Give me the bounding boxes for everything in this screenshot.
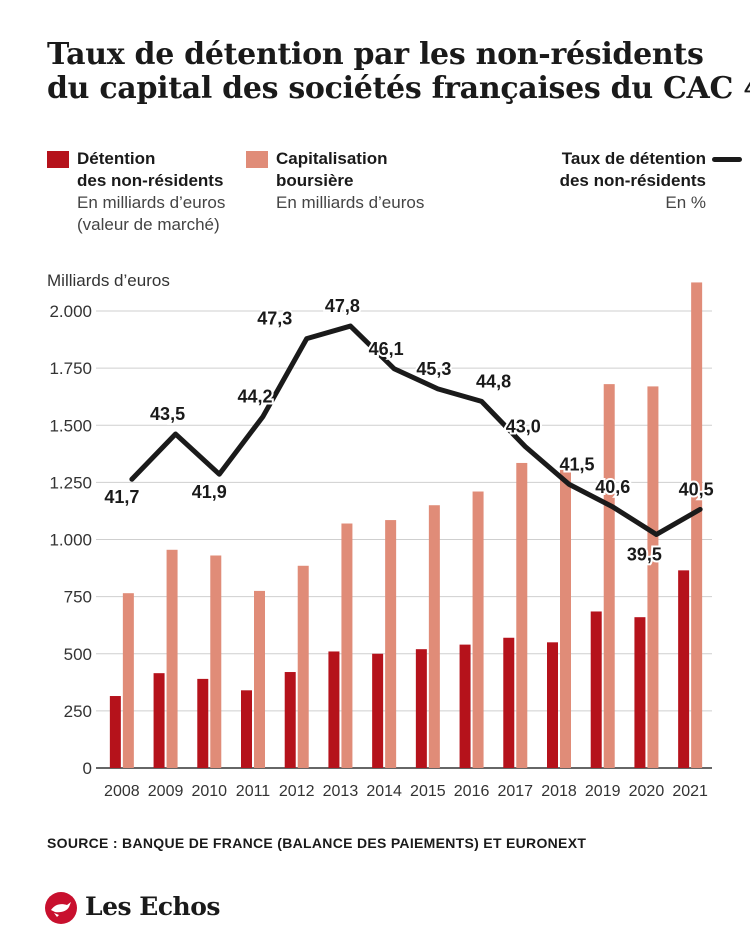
- taux-label: 39,5: [627, 544, 662, 564]
- taux-label: 41,9: [192, 482, 227, 502]
- y-tick-labels: 0 250 500 750 1.000 1.250 1.500 1.750 2.000: [49, 302, 92, 778]
- taux-label: 44,2: [237, 386, 272, 406]
- bar-capitalisation: [122, 593, 134, 768]
- x-tick-label: 2012: [279, 783, 315, 800]
- x-tick-label: 2015: [410, 783, 446, 800]
- bar-detention: [328, 651, 340, 768]
- taux-label: 45,3: [416, 359, 451, 379]
- x-tick-labels: 2008 2009 2010 2011 2012 2013 2014 2015 2016 2017…: [104, 783, 708, 800]
- taux-label: 40,6: [595, 477, 630, 497]
- y-tick-label: 250: [64, 702, 92, 721]
- bar-capitalisation: [385, 520, 397, 768]
- chart-title-line2: du capital des sociétés françaises du CA…: [47, 71, 750, 106]
- logo-icon: [45, 892, 77, 924]
- y-tick-label: 1.250: [49, 473, 92, 492]
- bar-capitalisation: [210, 555, 222, 768]
- x-tick-label: 2008: [104, 783, 140, 800]
- x-tick-label: 2021: [672, 783, 708, 800]
- bar-detention: [547, 642, 558, 768]
- logo-text: Les Echos: [85, 892, 220, 921]
- taux-labels: 41,7 43,5 41,9 44,2 47,3 47,8 46,1 45,3 44,8 43,0…: [102, 294, 715, 566]
- taux-label: 41,5: [559, 454, 594, 474]
- bar-capitalisation: [341, 523, 353, 768]
- bar-detention: [459, 644, 471, 768]
- taux-label: 46,1: [369, 339, 404, 359]
- legend-capitalisation-sub1: En milliards d’euros: [276, 193, 425, 212]
- x-tick-label: 2018: [541, 783, 577, 800]
- legend-detention-sub1: En milliards d’euros: [77, 193, 226, 212]
- bar-detention: [590, 611, 602, 768]
- bar-detention: [372, 653, 384, 768]
- bar-detention: [634, 617, 646, 768]
- x-tick-label: 2016: [454, 783, 490, 800]
- taux-label: 47,3: [257, 309, 292, 329]
- bars: [109, 282, 703, 768]
- source-note: SOURCE : BANQUE DE FRANCE (BALANCE DES P…: [47, 835, 587, 851]
- legend-taux: Taux de détention des non-résidents En %: [470, 148, 742, 214]
- taux-label: 44,8: [476, 371, 511, 391]
- x-tick-label: 2020: [629, 783, 665, 800]
- x-tick-label: 2009: [148, 783, 184, 800]
- bar-detention: [678, 570, 690, 768]
- x-tick-label: 2017: [497, 783, 533, 800]
- x-tick-label: 2011: [236, 783, 271, 800]
- bar-capitalisation: [560, 466, 571, 768]
- legend-capitalisation-label2: boursière: [276, 171, 354, 190]
- y-axis-label: Milliards d’euros: [47, 271, 170, 290]
- taux-polyline: [129, 323, 703, 537]
- taux-line: [129, 323, 703, 537]
- chart-title: Taux de détention par les non-résidents …: [47, 37, 750, 106]
- y-tick-label: 1.750: [49, 359, 92, 378]
- taux-label: 43,5: [150, 404, 185, 424]
- legend-detention-swatch: [47, 151, 69, 168]
- legend-detention-sub2: (valeur de marché): [77, 215, 220, 234]
- taux-label: 41,7: [104, 487, 139, 507]
- legend-detention: Détention des non-résidents En milliards…: [47, 148, 225, 236]
- bar-capitalisation: [166, 549, 178, 768]
- bar-capitalisation: [428, 505, 440, 768]
- bar-capitalisation: [516, 462, 528, 768]
- y-tick-label: 0: [83, 759, 92, 778]
- taux-label: 47,8: [325, 296, 360, 316]
- legend-taux-label2: des non-résidents: [559, 171, 706, 190]
- legend-capitalisation: Capitalisation boursière En milliards d’…: [246, 148, 424, 214]
- taux-label: 40,5: [679, 479, 714, 499]
- bar-capitalisation: [603, 384, 615, 768]
- legend-capitalisation-swatch: [246, 151, 268, 168]
- x-tick-label: 2019: [585, 783, 621, 800]
- y-tick-label: 1.500: [49, 416, 92, 435]
- y-tick-label: 750: [64, 588, 92, 607]
- chart-title-line1: Taux de détention par les non-résidents: [47, 37, 704, 72]
- legend-capitalisation-label1: Capitalisation: [276, 149, 388, 168]
- bar-capitalisation: [647, 386, 659, 768]
- bar-capitalisation: [472, 491, 484, 768]
- bar-detention: [241, 690, 252, 768]
- legend-detention-label1: Détention: [77, 149, 156, 168]
- bar-detention: [109, 696, 121, 768]
- bar-detention: [197, 678, 209, 768]
- taux-label: 43,0: [506, 417, 541, 437]
- x-tick-label: 2014: [366, 783, 402, 800]
- bar-detention: [415, 649, 427, 768]
- y-tick-label: 500: [64, 645, 92, 664]
- bar-capitalisation: [691, 282, 703, 768]
- bar-detention: [153, 673, 165, 768]
- legend-taux-sub1: En %: [665, 193, 706, 212]
- bar-capitalisation: [254, 590, 265, 768]
- x-tick-label: 2010: [191, 783, 227, 800]
- legend-taux-label1: Taux de détention: [561, 149, 706, 168]
- gridlines: [96, 310, 712, 769]
- bar-detention: [284, 672, 296, 768]
- legend-taux-swatch: [712, 157, 742, 162]
- y-tick-label: 1.000: [49, 531, 92, 550]
- x-tick-label: 2013: [323, 783, 359, 800]
- bar-capitalisation: [297, 565, 309, 768]
- legend-detention-label2: des non-résidents: [77, 171, 224, 190]
- bar-detention: [503, 637, 515, 768]
- y-tick-label: 2.000: [49, 302, 92, 321]
